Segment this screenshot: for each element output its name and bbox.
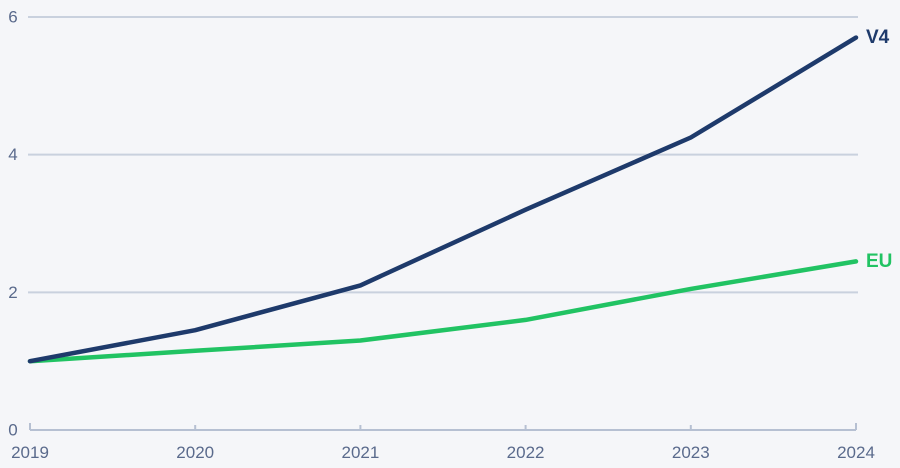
series-label-v4: V4	[866, 27, 890, 48]
x-tick-label: 2024	[837, 443, 875, 462]
x-tick-label: 2021	[341, 443, 379, 462]
y-tick-label: 2	[8, 283, 17, 302]
series-line-eu	[27, 259, 859, 364]
x-tick-label: 2019	[11, 443, 49, 462]
series-line-v4	[27, 35, 859, 364]
x-tick-label: 2022	[507, 443, 545, 462]
x-tick-label: 2020	[176, 443, 214, 462]
y-tick-label: 4	[8, 145, 17, 164]
y-tick-label: 0	[8, 421, 17, 440]
x-tick-label: 2023	[672, 443, 710, 462]
y-tick-label: 6	[8, 8, 17, 27]
series-label-eu: EU	[866, 251, 892, 272]
